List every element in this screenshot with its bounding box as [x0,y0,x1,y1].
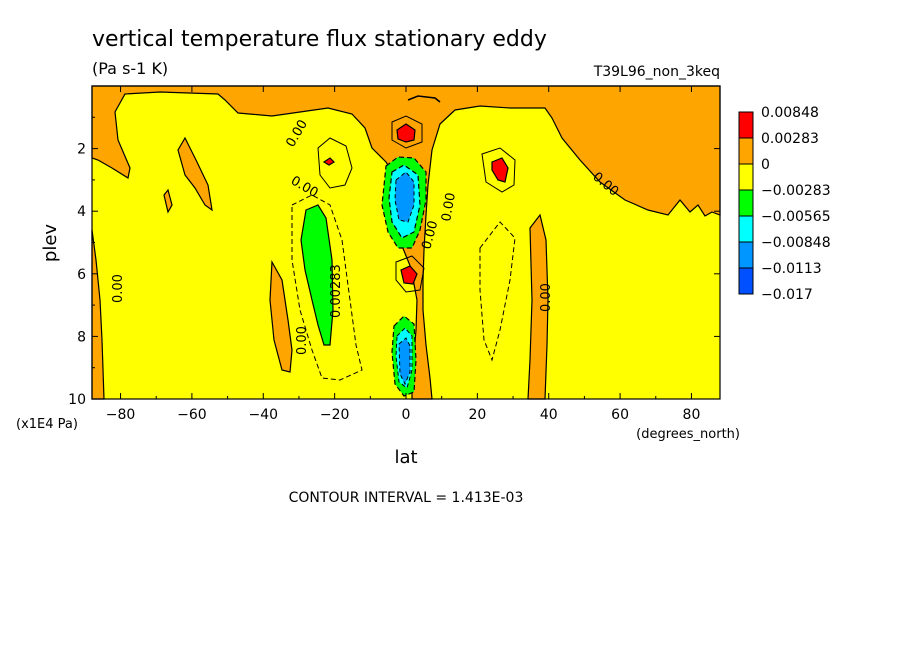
contour-label: 0.00283 [329,264,344,318]
x-tick-label: −20 [320,407,350,423]
x-axis-units: (degrees_north) [636,427,740,442]
legend-label: −0.0113 [761,261,822,277]
y-axis-label: plev [40,224,61,263]
legend-label: −0.00565 [761,209,831,225]
plot-area: 0.00 0.00 0.00 0.00 0.00 0.00 0.00 0.002… [91,85,721,400]
contour-fill-positive [527,213,549,400]
x-tick-label: 40 [540,407,558,423]
contour-line [407,95,441,103]
contour-line [391,115,423,149]
contour-fill-negative [394,171,415,223]
legend-swatch [738,137,754,165]
run-label: T39L96_non_3keq [593,64,720,80]
contour-line [481,147,516,193]
legend-label: −0.00283 [761,183,831,199]
legend-swatch [738,189,754,217]
chart-title: vertical temperature flux stationary edd… [92,27,547,52]
legend: 0.00848 0.00283 0 −0.00283 −0.00565 −0.00848 −… [738,105,831,303]
contour-fill-high [322,157,335,166]
legend-swatch [738,163,754,191]
y-axis: 2 4 6 8 10 [68,116,720,408]
legend-label: 0.00283 [761,131,819,147]
chart-subtitle: (Pa s-1 K) [92,59,168,78]
legend-swatch [738,241,754,269]
legend-swatch [738,111,754,139]
y-tick-label: 4 [77,204,86,220]
contour-fill-high [400,265,418,285]
contour-line [291,194,363,381]
contour-line [395,255,425,293]
contour-interval-label: CONTOUR INTERVAL = 1.413E-03 [289,490,524,506]
x-tick-label: −60 [177,407,207,423]
contour-fill-positive [163,188,173,214]
legend-label: 0.00848 [761,105,819,121]
x-axis-label: lat [394,447,417,468]
y-tick-label: 6 [77,267,86,283]
contour-fill-negative [300,204,334,346]
x-tick-label: 0 [402,407,411,423]
contour-line [317,137,353,189]
x-tick-label: −80 [106,407,136,423]
legend-label: −0.00848 [761,235,831,251]
x-tick-label: −40 [248,407,278,423]
x-tick-label: 20 [468,407,486,423]
contour-fill-negative [398,337,411,386]
y-tick-label: 2 [77,142,86,158]
legend-label: −0.017 [761,287,813,303]
legend-swatch [738,215,754,243]
contour-fill-positive [269,259,293,373]
y-tick-label: 8 [77,329,86,345]
y-axis-units: (x1E4 Pa) [16,417,78,432]
x-tick-label: 80 [683,407,701,423]
contour-line [479,221,516,362]
x-tick-label: 60 [611,407,629,423]
contour-fill-high [396,123,416,143]
y-tick-label: 10 [68,392,86,408]
contour-label: 0.00 [295,326,310,355]
contour-fill-high [491,157,509,183]
x-axis: −80 −60 −40 −20 0 20 40 60 80 [106,86,701,423]
contour-label: 0.00 [419,219,441,251]
contour-label: 0.00 [539,283,554,312]
contour-label: 0.00 [439,192,459,223]
contour-fill-positive [177,136,213,212]
contour-label: 0.00 [111,274,126,303]
legend-swatch [738,267,754,295]
legend-label: 0 [761,157,770,173]
